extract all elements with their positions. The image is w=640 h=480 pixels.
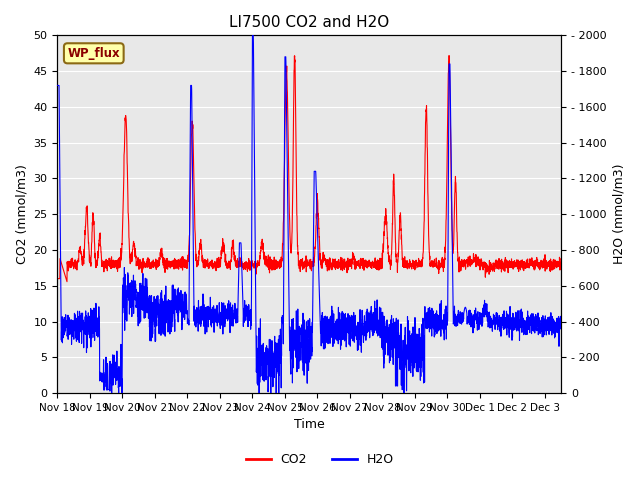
Y-axis label: CO2 (mmol/m3): CO2 (mmol/m3) <box>15 164 28 264</box>
X-axis label: Time: Time <box>294 419 324 432</box>
Text: WP_flux: WP_flux <box>67 47 120 60</box>
Legend: CO2, H2O: CO2, H2O <box>241 448 399 471</box>
Y-axis label: H2O (mmol/m3): H2O (mmol/m3) <box>612 164 625 264</box>
Title: LI7500 CO2 and H2O: LI7500 CO2 and H2O <box>229 15 389 30</box>
